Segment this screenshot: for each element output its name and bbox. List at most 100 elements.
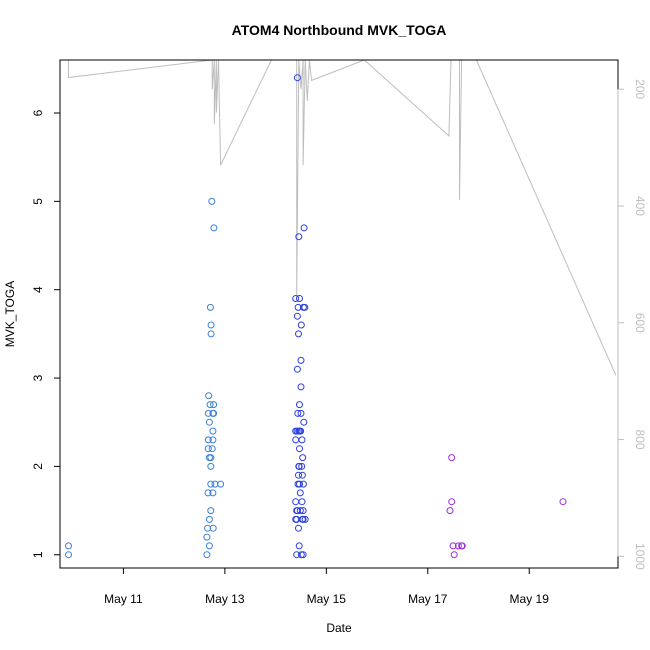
data-point <box>454 542 462 550</box>
secondary-y-tick-label: 200 <box>633 79 647 99</box>
x-tick-label: May 11 <box>104 592 143 606</box>
x-tick-label: May 19 <box>510 592 550 606</box>
data-point <box>296 489 304 497</box>
data-point <box>294 409 302 417</box>
data-point <box>292 498 300 506</box>
data-point <box>205 515 213 523</box>
data-point <box>298 462 306 470</box>
points-layer <box>65 74 567 559</box>
data-point <box>293 74 301 82</box>
data-point <box>296 295 303 302</box>
plot-frame <box>59 59 619 569</box>
data-point <box>299 454 307 462</box>
secondary-y-tick-label: 600 <box>633 313 647 333</box>
data-point <box>294 303 302 311</box>
data-point <box>203 551 211 559</box>
data-point <box>292 436 300 444</box>
x-axis: May 11 May 13 May 15 May 17 May 19 <box>104 567 550 606</box>
data-point <box>209 436 217 444</box>
data-point <box>449 542 457 550</box>
data-point <box>298 471 306 479</box>
y-tick-label: 3 <box>31 374 45 381</box>
data-point <box>209 427 217 435</box>
data-point <box>448 454 456 462</box>
data-point <box>298 498 306 506</box>
background-series-line <box>68 60 617 376</box>
data-point <box>207 321 215 329</box>
data-point <box>296 480 303 488</box>
data-point <box>559 498 567 506</box>
data-point <box>204 445 212 453</box>
data-point <box>207 480 215 488</box>
data-point <box>206 401 214 409</box>
x-tick-label: May 15 <box>307 592 347 606</box>
data-point <box>205 418 213 426</box>
data-point <box>297 356 305 364</box>
data-point <box>446 507 454 515</box>
data-point <box>299 507 307 515</box>
data-point <box>207 507 215 515</box>
data-point <box>299 515 307 523</box>
data-point <box>297 321 305 329</box>
data-point <box>300 224 308 232</box>
data-point <box>205 542 213 550</box>
data-point <box>295 330 302 338</box>
chart-title: ATOM4 Northbound MVK_TOGA <box>232 22 447 38</box>
data-point <box>205 392 213 400</box>
y-tick-label: 4 <box>31 286 45 293</box>
secondary-y-tick-label: 800 <box>633 430 647 450</box>
y-tick-label: 1 <box>31 551 45 558</box>
data-point <box>207 330 215 338</box>
data-point <box>204 409 212 417</box>
secondary-y-tick-label: 400 <box>633 196 647 216</box>
data-point <box>299 480 307 488</box>
y-axis: 1 2 3 4 5 6 <box>31 109 61 558</box>
data-point <box>65 551 72 559</box>
data-point <box>299 551 307 559</box>
data-point <box>210 224 218 232</box>
data-point <box>217 480 225 488</box>
data-point <box>65 542 72 550</box>
data-point <box>297 409 305 417</box>
data-point <box>208 197 216 205</box>
data-point <box>207 454 215 462</box>
data-point <box>295 524 302 532</box>
data-point <box>448 498 456 506</box>
data-point <box>295 462 303 470</box>
data-point <box>296 445 303 453</box>
data-point <box>210 401 218 409</box>
secondary-y-axis: 200 400 600 800 1000 <box>617 79 647 570</box>
data-point <box>297 383 305 391</box>
data-point <box>450 551 458 559</box>
data-point <box>295 542 303 550</box>
data-point <box>204 436 212 444</box>
data-point <box>301 303 309 311</box>
data-point <box>207 462 215 470</box>
data-point <box>209 489 217 497</box>
data-point <box>295 471 302 479</box>
x-tick-label: May 13 <box>205 592 245 606</box>
data-point <box>293 365 301 373</box>
y-tick-label: 2 <box>31 463 45 470</box>
data-point <box>293 312 301 320</box>
data-point <box>301 515 309 523</box>
data-point <box>297 427 305 435</box>
data-point <box>295 233 303 241</box>
data-point <box>300 418 308 426</box>
data-point <box>203 533 211 541</box>
data-point <box>296 401 303 409</box>
data-point <box>292 295 300 302</box>
data-point <box>210 409 218 417</box>
data-point <box>296 507 304 515</box>
x-tick-label: May 17 <box>408 592 448 606</box>
data-point <box>298 436 306 444</box>
x-axis-label: Date <box>326 621 352 635</box>
data-point <box>206 303 214 311</box>
y-tick-label: 5 <box>31 198 45 205</box>
y-tick-label: 6 <box>31 109 45 116</box>
data-point <box>208 445 216 453</box>
data-point <box>458 542 466 550</box>
data-point <box>204 489 212 497</box>
data-point <box>209 524 217 532</box>
